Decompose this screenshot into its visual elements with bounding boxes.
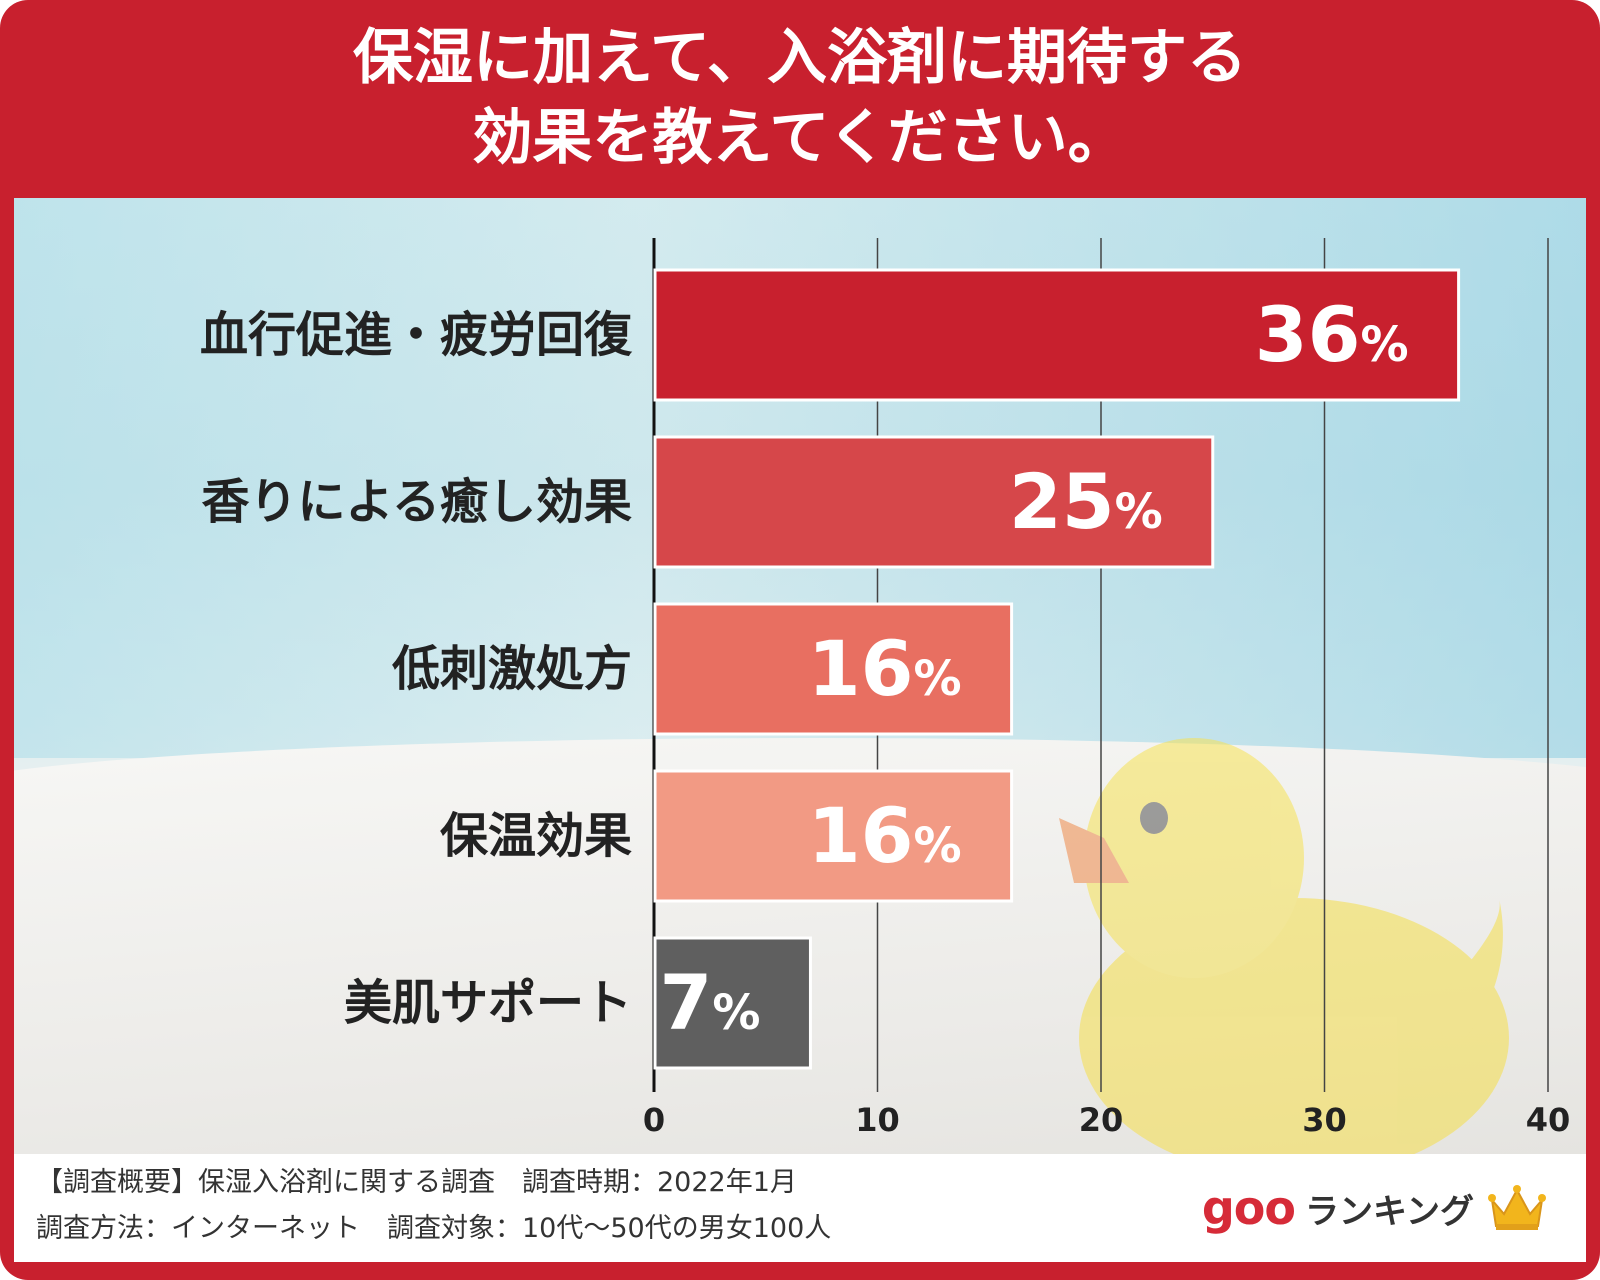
survey-note-line-1: 【調査概要】保湿入浴剤に関する調査 調査時期：2022年1月 [36,1167,797,1198]
survey-note-line-2: 調査方法：インターネット 調査対象：10代〜50代の男女100人 [36,1213,832,1244]
x-tick-label: 40 [1525,1101,1571,1139]
category-label: 保温効果 [439,808,632,864]
logo-brand: goo [1201,1181,1296,1235]
value-label: 25% [1009,457,1163,557]
value-percent-sign: % [913,818,962,874]
value-percent-sign: % [1114,484,1163,540]
bar [653,936,812,1070]
x-tick-label: 30 [1302,1101,1347,1139]
crown-icon [1488,1185,1546,1230]
category-label: 低刺激処方 [391,641,632,697]
value-number: 16 [807,791,914,880]
bar [653,769,1014,903]
value-label: 36% [1255,290,1409,390]
goo-ranking-logo: goo ランキング [1202,1178,1546,1238]
category-label: 血行促進・疲労回復 [199,307,632,363]
value-percent-sign: % [913,651,962,707]
value-number: 36 [1254,290,1361,379]
value-label: 16% [808,624,962,724]
logo-text: ランキング [1305,1191,1474,1232]
value-number: 16 [807,624,914,713]
title-line-1: 保湿に加えて、入浴剤に期待する [353,23,1247,93]
category-label: 美肌サポート [343,975,632,1031]
footer: 【調査概要】保湿入浴剤に関する調査 調査時期：2022年1月 調査方法：インター… [14,1154,1586,1262]
title-line-2: 効果を教えてください。 [472,103,1128,173]
rubber-duck-illustration [1059,738,1509,1154]
x-tick-label: 20 [1078,1101,1124,1139]
value-percent-sign: % [712,985,761,1041]
x-tick-label: 10 [855,1101,900,1139]
x-tick-label: 0 [642,1101,666,1139]
bar [653,602,1014,736]
survey-notes: 【調査概要】保湿入浴剤に関する調査 調査時期：2022年1月 調査方法：インター… [36,1160,831,1252]
bar-chart [652,238,1549,1092]
value-number: 25 [1008,457,1115,546]
chart-title: 保湿に加えて、入浴剤に期待する 効果を教えてください。 [0,18,1600,198]
bar [653,435,1215,569]
value-number: 7 [659,958,713,1047]
bar [653,268,1461,402]
category-label: 香りによる癒し効果 [201,474,632,530]
value-percent-sign: % [1360,317,1409,373]
value-label: 16% [808,791,962,891]
value-label: 7% [659,958,760,1058]
